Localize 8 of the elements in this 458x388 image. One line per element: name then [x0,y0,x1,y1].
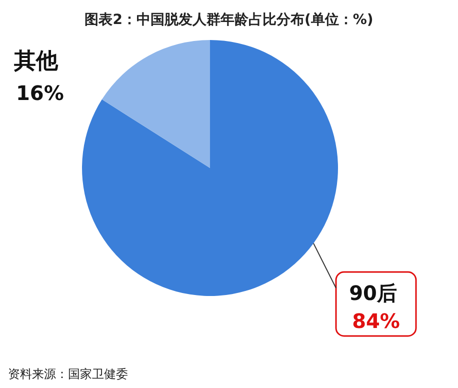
text: 资料来源：国家卫健委 [8,367,128,381]
slice-label: 90后 [349,281,397,305]
pie-slice [82,40,338,296]
chart-title: 图表2：中国脱发人群年龄占比分布(单位：%) [84,12,374,28]
pie-slice [102,40,210,168]
data-label: 16% [16,81,64,105]
data-label: 84% [352,309,400,333]
slice-label: 其他 [13,49,59,74]
